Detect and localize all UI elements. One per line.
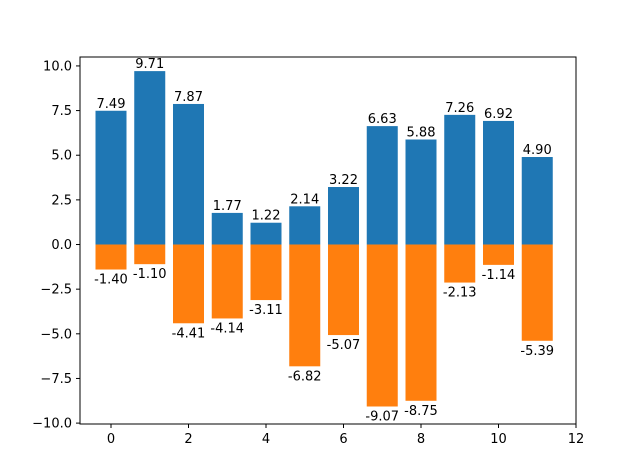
bar-series-1-7 — [366, 244, 398, 407]
x-tick-label-3: 6 — [339, 432, 347, 447]
bar-series-0-10 — [483, 120, 514, 245]
data-label-series-0-3: 1.77 — [213, 199, 242, 214]
x-tick-label-0: 0 — [107, 432, 115, 447]
data-label-series-0-5: 2.14 — [290, 192, 319, 207]
y-tick-label-6: 5.0 — [51, 149, 72, 164]
bar-series-1-6 — [328, 244, 359, 336]
bar-series-1-1 — [134, 244, 166, 265]
bar-series-0-0 — [95, 110, 127, 245]
data-label-series-1-5: -6.82 — [288, 369, 322, 384]
data-label-series-1-1: -1.10 — [133, 267, 167, 282]
data-label-series-1-4: -3.11 — [249, 303, 283, 318]
bar-series-0-1 — [134, 71, 166, 245]
data-label-series-0-2: 7.87 — [174, 90, 203, 105]
bar-series-1-8 — [405, 244, 437, 401]
axes-layer: 0 2 4 6 8 10 12 −10.0 −7.5 −5.0 −2.5 0.0 2.5 5.0 7.5 10… — [32, 56, 585, 447]
bar-series-1-3 — [211, 244, 243, 319]
bars-layer — [95, 71, 553, 407]
y-tick-label-8: 10.0 — [43, 59, 72, 74]
data-label-series-0-8: 5.88 — [407, 126, 436, 141]
bar-series-1-5 — [289, 244, 321, 367]
data-label-series-1-10: -1.14 — [482, 268, 516, 283]
bar-series-0-2 — [173, 103, 204, 245]
bar-series-0-7 — [366, 126, 398, 245]
y-tick-label-1: −7.5 — [40, 372, 72, 387]
data-label-series-1-3: -4.14 — [210, 321, 244, 336]
x-tick-label-4: 8 — [417, 432, 425, 447]
y-tick-label-0: −10.0 — [32, 417, 72, 432]
x-tick-label-6: 12 — [568, 432, 585, 447]
x-tick-label-1: 2 — [184, 432, 192, 447]
bar-series-1-10 — [483, 244, 514, 265]
data-label-series-0-1: 9.71 — [135, 57, 164, 72]
y-tick-label-2: −5.0 — [40, 327, 72, 342]
data-label-series-0-11: 4.90 — [523, 143, 552, 158]
plot-frame — [79, 56, 577, 425]
bar-series-0-6 — [328, 187, 359, 245]
bar-series-0-9 — [444, 114, 476, 245]
bar-series-0-3 — [211, 212, 243, 245]
data-labels-layer: 7.49 9.71 7.87 1.77 1.22 2.14 3.22 6.63 5.88 7.26… — [94, 57, 554, 424]
bar-series-1-0 — [95, 244, 127, 270]
data-label-series-0-7: 6.63 — [368, 112, 397, 127]
bar-series-0-4 — [250, 222, 282, 245]
x-tick-label-2: 4 — [262, 432, 270, 447]
data-label-series-0-9: 7.26 — [445, 101, 474, 116]
bar-series-0-11 — [521, 157, 553, 245]
data-label-series-1-2: -4.41 — [172, 326, 206, 341]
data-label-series-0-10: 6.92 — [484, 107, 513, 122]
data-label-series-1-7: -9.07 — [365, 409, 399, 424]
data-label-series-0-6: 3.22 — [329, 173, 358, 188]
bar-series-1-11 — [521, 244, 553, 341]
bar-series-0-5 — [289, 206, 321, 245]
bar-series-1-9 — [444, 244, 476, 283]
bar-series-1-2 — [173, 244, 204, 324]
y-tick-label-3: −2.5 — [40, 283, 72, 298]
data-label-series-0-0: 7.49 — [97, 97, 126, 112]
data-label-series-0-4: 1.22 — [252, 209, 281, 224]
data-label-series-1-0: -1.40 — [94, 273, 128, 288]
data-label-series-1-8: -8.75 — [404, 404, 438, 419]
y-tick-label-7: 7.5 — [51, 104, 72, 119]
x-tick-label-5: 10 — [490, 432, 507, 447]
y-tick-label-5: 2.5 — [51, 193, 72, 208]
bar-series-1-4 — [250, 244, 282, 301]
data-label-series-1-6: -5.07 — [327, 338, 361, 353]
data-label-series-1-9: -2.13 — [443, 286, 477, 301]
data-label-series-1-11: -5.39 — [520, 344, 554, 359]
bar-series-0-8 — [405, 139, 437, 245]
y-tick-label-4: 0.0 — [51, 238, 72, 253]
